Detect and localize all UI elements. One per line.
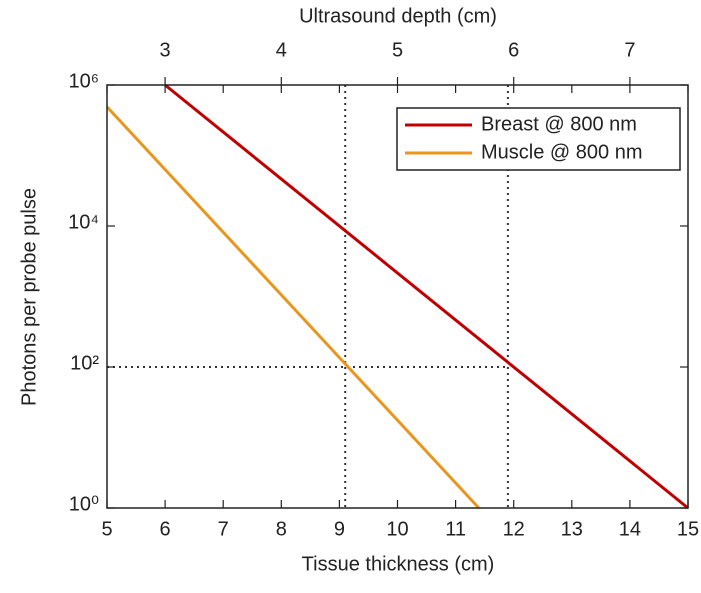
x2-tick-label: 6 [508, 39, 519, 61]
x2-tick-label: 5 [392, 39, 403, 61]
x-tick-label: 12 [503, 518, 525, 540]
legend-label: Muscle @ 800 nm [481, 141, 642, 163]
x-tick-label: 9 [334, 518, 345, 540]
x2-tick-label: 4 [276, 39, 287, 61]
x-tick-label: 14 [619, 518, 641, 540]
y-tick-label: 10² [70, 352, 99, 374]
y-tick-label: 10⁶ [69, 70, 99, 92]
x2-tick-label: 7 [624, 39, 635, 61]
x-axis-label: Tissue thickness (cm) [302, 553, 495, 575]
x-tick-label: 5 [101, 518, 112, 540]
x2-tick-label: 3 [160, 39, 171, 61]
x-tick-label: 8 [276, 518, 287, 540]
legend-label: Breast @ 800 nm [481, 113, 637, 135]
y-tick-label: 10⁴ [68, 211, 99, 233]
x-tick-label: 13 [561, 518, 583, 540]
series-line [105, 105, 480, 510]
x-tick-label: 6 [160, 518, 171, 540]
y-tick-label: 10⁰ [69, 493, 99, 515]
series-line [164, 83, 689, 510]
x-tick-label: 10 [386, 518, 408, 540]
x-tick-label: 11 [445, 518, 466, 540]
legend-box [396, 107, 681, 171]
x2-axis-label: Ultrasound depth (cm) [299, 5, 497, 27]
x-tick-label: 15 [677, 518, 699, 540]
y-axis-label: Photons per probe pulse [18, 188, 40, 406]
x-tick-label: 7 [218, 518, 229, 540]
